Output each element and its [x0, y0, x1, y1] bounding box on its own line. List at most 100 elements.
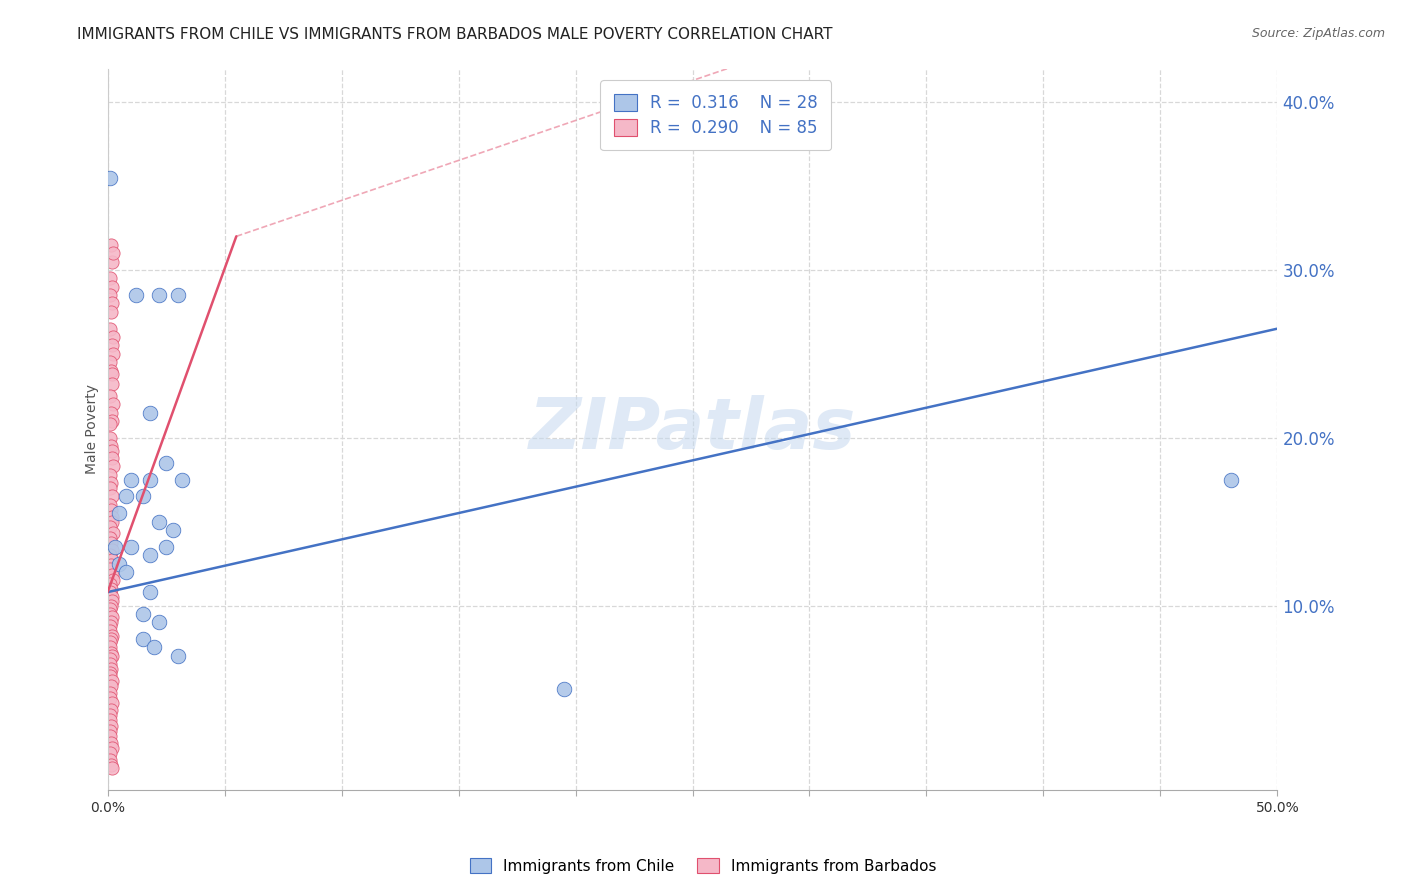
Point [101, 574, 124, 588]
Point [100, 288, 122, 302]
Point [101, 593, 124, 607]
Point [98, 607, 121, 621]
Point [100, 363, 122, 377]
Point [100, 237, 122, 252]
Point [100, 635, 122, 649]
Point [101, 296, 124, 310]
Point [100, 602, 122, 616]
Point [553, 682, 575, 697]
Point [98, 669, 121, 683]
Point [132, 632, 155, 646]
Point [100, 632, 122, 646]
Point [100, 686, 122, 700]
Point [100, 439, 122, 453]
Point [98, 532, 121, 546]
Point [98, 467, 121, 482]
Point [139, 405, 162, 419]
Point [101, 674, 124, 689]
Point [120, 540, 142, 554]
Point [100, 758, 122, 772]
Point [104, 540, 127, 554]
Point [139, 473, 162, 487]
Point [103, 246, 125, 260]
Point [98, 657, 121, 672]
Point [100, 646, 122, 660]
Point [115, 565, 138, 579]
Point [98, 271, 121, 285]
Point [100, 558, 122, 573]
Point [101, 414, 124, 428]
Point [100, 503, 122, 517]
Point [100, 679, 122, 693]
Point [172, 473, 194, 487]
Point [98, 713, 121, 727]
Point [98, 431, 121, 445]
Point [155, 456, 177, 470]
Point [100, 746, 122, 760]
Point [148, 288, 170, 302]
Point [101, 553, 124, 567]
Point [115, 490, 138, 504]
Point [148, 515, 170, 529]
Point [100, 719, 122, 733]
Point [101, 515, 124, 529]
Point [100, 536, 122, 550]
Point [100, 736, 122, 750]
Point [101, 330, 124, 344]
Point [100, 665, 122, 680]
Point [166, 288, 188, 302]
Point [166, 648, 188, 663]
Point [98, 690, 121, 705]
Point [108, 506, 131, 520]
Point [139, 585, 162, 599]
Point [101, 696, 124, 710]
Point [101, 590, 124, 604]
Point [98, 389, 121, 403]
Point [100, 405, 122, 419]
Point [100, 599, 122, 613]
Point [148, 615, 170, 630]
Point [100, 724, 122, 739]
Point [101, 450, 124, 465]
Point [100, 476, 122, 491]
Text: Source: ZipAtlas.com: Source: ZipAtlas.com [1251, 27, 1385, 40]
Point [98, 753, 121, 767]
Legend: R =  0.316    N = 28, R =  0.290    N = 85: R = 0.316 N = 28, R = 0.290 N = 85 [600, 80, 831, 150]
Point [98, 170, 121, 185]
Point [100, 707, 122, 722]
Point [100, 417, 122, 432]
Legend: Immigrants from Chile, Immigrants from Barbados: Immigrants from Chile, Immigrants from B… [464, 852, 942, 880]
Point [100, 618, 122, 632]
Point [101, 509, 124, 524]
Point [101, 254, 124, 268]
Point [101, 648, 124, 663]
Point [98, 321, 121, 335]
Point [100, 582, 122, 596]
Text: IMMIGRANTS FROM CHILE VS IMMIGRANTS FROM BARBADOS MALE POVERTY CORRELATION CHART: IMMIGRANTS FROM CHILE VS IMMIGRANTS FROM… [77, 27, 832, 42]
Point [101, 279, 124, 293]
Point [143, 640, 166, 655]
Point [100, 662, 122, 676]
Point [101, 543, 124, 558]
Point [100, 576, 122, 591]
Point [100, 652, 122, 666]
Point [101, 444, 124, 458]
Point [98, 561, 121, 575]
Point [103, 347, 125, 361]
Point [101, 338, 124, 352]
Point [101, 761, 124, 775]
Point [98, 624, 121, 638]
Point [100, 481, 122, 495]
Point [98, 585, 121, 599]
Point [101, 377, 124, 392]
Point [101, 568, 124, 582]
Point [132, 607, 155, 621]
Point [162, 523, 184, 537]
Point [101, 490, 124, 504]
Point [101, 629, 124, 643]
Point [100, 519, 122, 533]
Point [98, 498, 121, 512]
Point [98, 730, 121, 744]
Point [101, 367, 124, 381]
Point [100, 548, 122, 562]
